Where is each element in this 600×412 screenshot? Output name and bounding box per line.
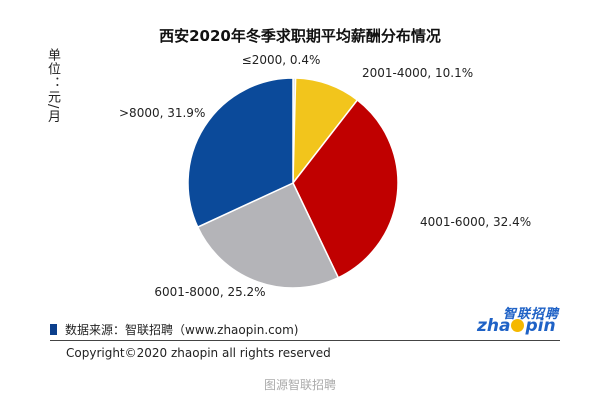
slice-label-3: 4001-6000, 32.4% <box>420 215 531 229</box>
slice-label-2: 2001-4000, 10.1% <box>362 66 473 80</box>
chart-title: 西安2020年冬季求职期平均薪酬分布情况 <box>159 27 441 45</box>
source-text: 数据来源：智联招聘（www.zhaopin.com) <box>65 323 299 337</box>
pie-slice-3 <box>292 98 399 279</box>
source-marker-icon <box>50 324 57 335</box>
logo-main-text: zha pin <box>477 316 556 336</box>
pie-slice-5 <box>187 77 294 229</box>
logo-top-text: 智联招聘 <box>502 307 559 322</box>
slice-label-4: 6001-8000, 25.2% <box>154 285 265 299</box>
copyright-text: Copyright©2020 zhaopin all rights reserv… <box>66 346 331 360</box>
footer-divider <box>50 340 560 341</box>
logo-o-icon <box>511 319 525 332</box>
pie-slice-4 <box>196 182 340 289</box>
slice-label-5: >8000, 31.9% <box>119 106 205 120</box>
watermark-text: 图源智联招聘 <box>263 378 336 392</box>
unit-label: 单位：元/月 <box>45 48 60 124</box>
slice-label-1: ≤2000, 0.4% <box>242 53 321 67</box>
zhaopin-logo: 智联招聘 zha pin <box>477 303 559 339</box>
source-row: 数据来源：智联招聘（www.zhaopin.com) <box>50 321 298 338</box>
